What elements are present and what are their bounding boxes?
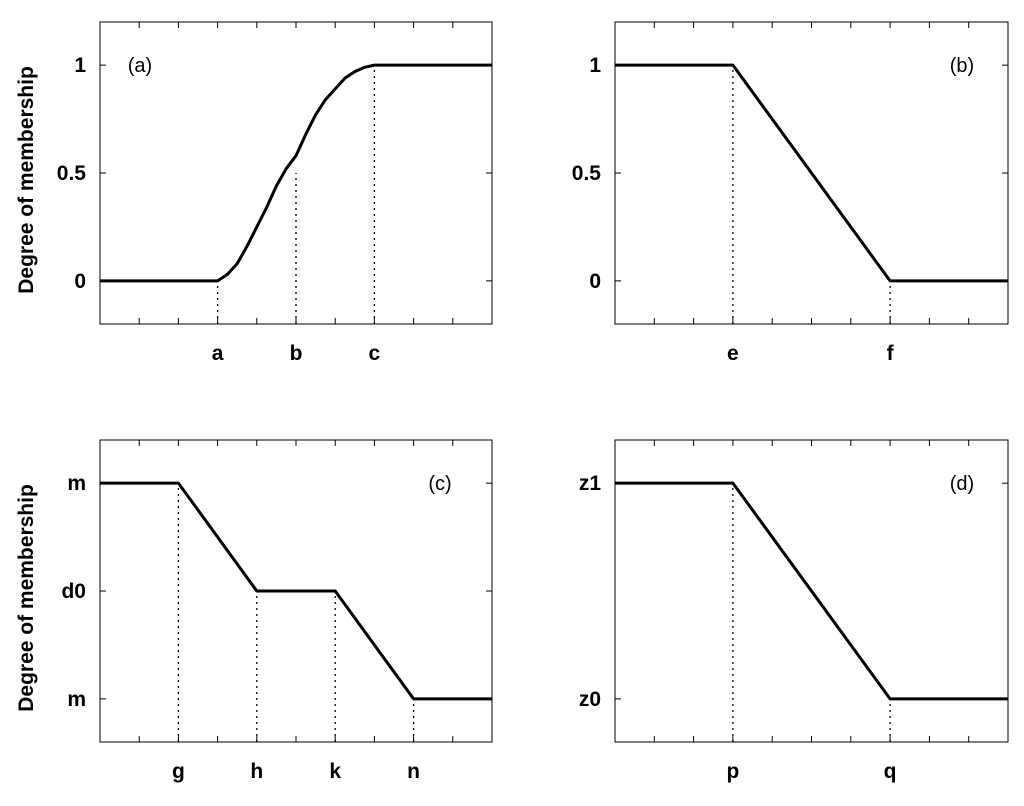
membership-curve-4 (615, 481, 1008, 701)
y-tick-label: 1 (589, 54, 601, 77)
y-tick-label: 0 (74, 270, 86, 293)
panel-label: (a) (128, 55, 152, 77)
y-tick-label: 0.5 (57, 162, 87, 185)
y-axis-label-top: Degree of membership (15, 66, 38, 294)
y-tick-label: m (67, 688, 86, 711)
x-tick-label: n (407, 760, 420, 783)
y-tick-label: m (67, 472, 86, 495)
panel-label: (d) (950, 473, 974, 495)
x-tick-label: q (884, 760, 897, 783)
y-tick-label: 0.5 (572, 162, 602, 185)
x-tick-label: f (887, 342, 895, 365)
panel-label: (c) (428, 473, 451, 495)
membership-curve-3 (100, 481, 492, 701)
x-tick-label: c (369, 342, 381, 365)
x-tick-label: b (290, 342, 303, 365)
x-tick-label: h (250, 760, 263, 783)
y-tick-label: z0 (579, 688, 601, 711)
y-tick-label: 0 (589, 270, 601, 293)
membership-curve-1 (100, 63, 492, 283)
membership-curve-2 (615, 63, 1008, 283)
y-tick-label: d0 (61, 580, 86, 603)
y-axis-label-bottom: Degree of membership (15, 484, 38, 712)
x-tick-label: e (727, 342, 739, 365)
x-tick-label: p (726, 760, 739, 783)
y-tick-label: 1 (74, 54, 86, 77)
x-tick-label: a (212, 342, 224, 365)
x-tick-label: k (329, 760, 341, 783)
y-tick-label: z1 (579, 472, 602, 495)
x-tick-label: g (172, 760, 185, 783)
panel-label: (b) (950, 55, 974, 77)
